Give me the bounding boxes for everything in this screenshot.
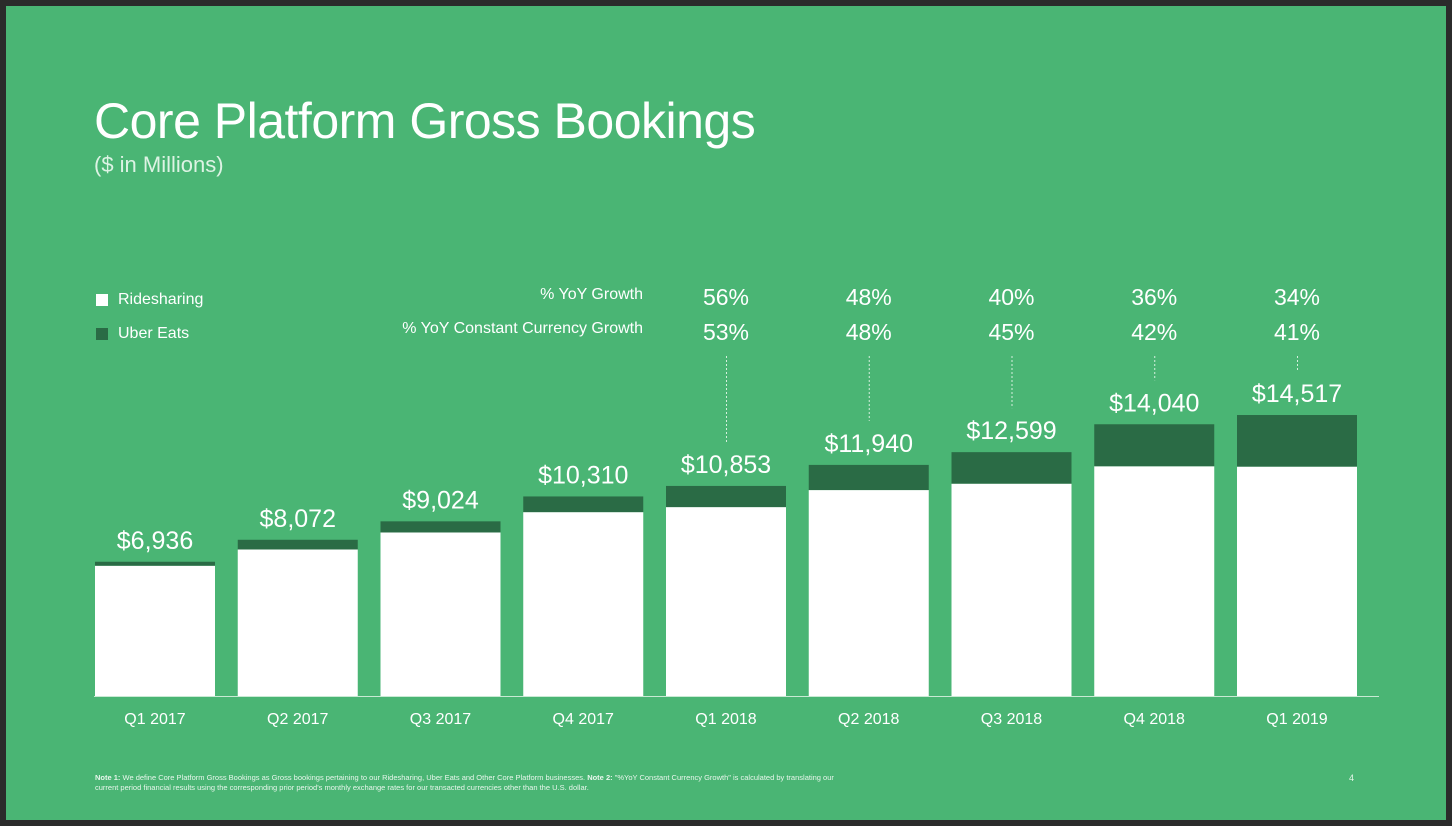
bar-ridesharing-6 [808, 490, 929, 696]
bar-ridesharing-9 [1237, 466, 1357, 696]
bar-ridesharing-2 [237, 549, 358, 696]
note2-label: Note 2: [587, 773, 613, 782]
bar-uber-eats-2 [237, 539, 358, 550]
note1-label: Note 1: [95, 773, 121, 782]
yoy-growth-value-6: 48% [846, 284, 892, 310]
legend-swatch-uber-eats [96, 328, 108, 340]
bar-uber-eats-5 [666, 485, 786, 508]
bookings-chart: $6,936 Q1 2017 $8,072 Q2 2017 $9,024 Q3 2017 $… [94, 284, 1379, 728]
bar-ridesharing-3 [380, 532, 501, 696]
bar-ridesharing-8 [1094, 466, 1215, 696]
bar-uber-eats-6 [808, 464, 929, 491]
legend-uber-eats: Uber Eats [96, 324, 189, 344]
slide-title: Core Platform Gross Bookings [94, 93, 756, 149]
legend-label-ridesharing: Ridesharing [118, 291, 204, 308]
bar-uber-eats-3 [380, 521, 501, 533]
total-label-4: $10,310 [538, 461, 628, 489]
legend-ridesharing: Ridesharing [96, 290, 203, 310]
bar-uber-eats-4 [523, 496, 644, 513]
category-label-9: Q1 2019 [1266, 711, 1327, 728]
total-label-7: $12,599 [966, 417, 1056, 445]
yoy-growth-label: % YoY Growth [540, 286, 643, 303]
total-label-3: $9,024 [402, 486, 479, 514]
slide-subtitle: ($ in Millions) [94, 152, 224, 177]
category-label-4: Q4 2017 [553, 711, 614, 728]
yoy-growth-value-7: 40% [988, 284, 1034, 310]
category-label-1: Q1 2017 [124, 711, 185, 728]
yoy-cc-growth-value-9: 41% [1274, 319, 1320, 345]
bar-ridesharing-7 [951, 483, 1072, 696]
total-label-1: $6,936 [117, 527, 193, 555]
yoy-cc-growth-label: % YoY Constant Currency Growth [402, 320, 643, 337]
category-label-2: Q2 2017 [267, 711, 328, 728]
bar-uber-eats-8 [1094, 424, 1215, 467]
footnote: Note 1: We define Core Platform Gross Bo… [95, 773, 855, 793]
category-label-6: Q2 2018 [838, 711, 899, 728]
yoy-cc-growth-value-6: 48% [846, 319, 892, 345]
yoy-cc-growth-value-8: 42% [1131, 319, 1177, 345]
category-label-5: Q1 2018 [695, 711, 756, 728]
total-label-8: $14,040 [1109, 389, 1199, 417]
total-label-9: $14,517 [1252, 380, 1342, 408]
category-label-3: Q3 2017 [410, 711, 471, 728]
total-label-5: $10,853 [681, 451, 771, 479]
total-label-2: $8,072 [260, 505, 336, 533]
slide: Core Platform Gross Bookings ($ in Milli… [6, 6, 1446, 820]
bar-uber-eats-1 [95, 561, 215, 566]
legend-label-uber-eats: Uber Eats [118, 325, 190, 342]
yoy-growth-value-8: 36% [1131, 284, 1177, 310]
yoy-growth-value-5: 56% [703, 284, 749, 310]
bar-ridesharing-4 [523, 512, 644, 696]
yoy-growth-value-9: 34% [1274, 284, 1320, 310]
bar-uber-eats-9 [1237, 415, 1357, 467]
category-label-7: Q3 2018 [981, 711, 1042, 728]
note2-text: "%YoY Constant Currency Growth" is calcu… [95, 773, 834, 792]
legend-swatch-ridesharing [96, 294, 108, 306]
yoy-cc-growth-value-5: 53% [703, 319, 749, 345]
yoy-cc-growth-value-7: 45% [988, 319, 1034, 345]
bar-uber-eats-7 [951, 452, 1072, 484]
page-number: 4 [1349, 773, 1355, 783]
category-label-8: Q4 2018 [1124, 711, 1185, 728]
bar-ridesharing-5 [666, 507, 786, 696]
bar-ridesharing-1 [95, 565, 215, 696]
total-label-6: $11,940 [824, 430, 913, 458]
note1-text: We define Core Platform Gross Bookings a… [120, 773, 588, 782]
